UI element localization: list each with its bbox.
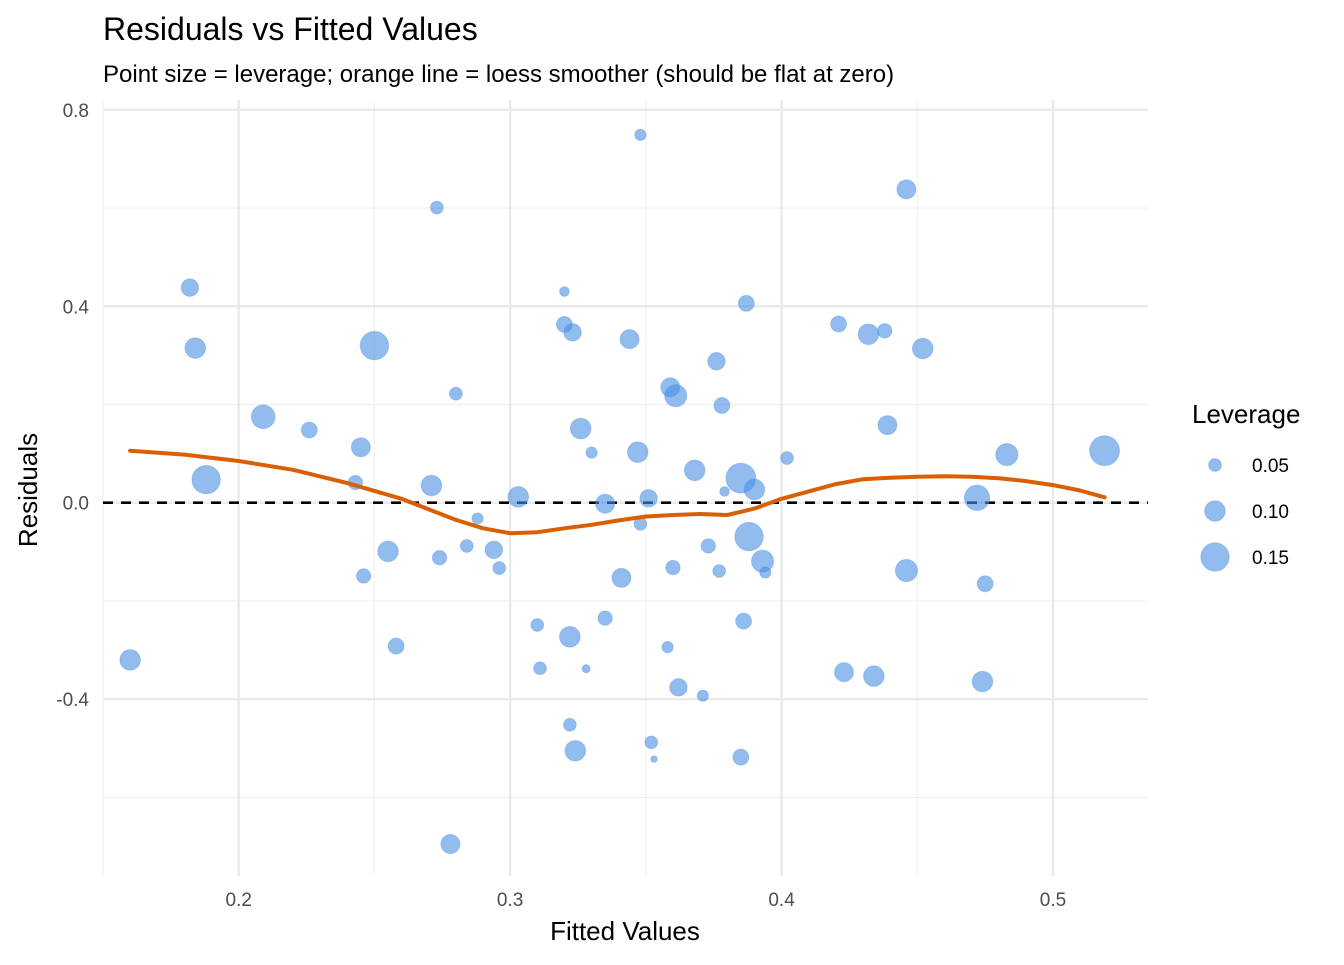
data-point [712, 564, 727, 578]
data-point [661, 641, 674, 654]
x-axis-label: Fitted Values [550, 916, 700, 946]
data-point [963, 484, 991, 511]
data-point [562, 717, 577, 732]
data-point [459, 539, 474, 553]
data-point [492, 561, 507, 575]
data-point [664, 384, 688, 408]
data-point [429, 200, 444, 215]
data-point [780, 451, 794, 465]
y-axis-label: Residuals [13, 433, 43, 547]
data-point [896, 179, 917, 200]
data-point [626, 441, 649, 463]
data-point [976, 575, 994, 593]
data-point [585, 446, 598, 459]
data-points [119, 128, 1121, 855]
data-point [877, 323, 893, 339]
axis-tick-labels: 0.2 0.3 0.4 0.5 -0.4 0.0 0.4 0.8 [56, 101, 1066, 911]
data-point [894, 558, 919, 583]
data-point [707, 352, 726, 371]
y-tick-label: 0.4 [63, 297, 90, 318]
loess-smoother-group [128, 448, 1107, 536]
data-point [911, 337, 934, 360]
loess-smoother-line [128, 448, 1107, 536]
data-point [696, 689, 709, 702]
data-point [639, 489, 658, 508]
data-point [559, 626, 581, 648]
y-tick-label: 0.8 [63, 101, 89, 122]
data-point [530, 618, 545, 632]
data-point [595, 493, 616, 514]
data-point [359, 330, 390, 361]
y-tick-label: 0.0 [63, 494, 89, 515]
data-point [350, 437, 371, 458]
data-point [250, 404, 276, 430]
data-point [732, 748, 750, 766]
legend-label: 0.15 [1252, 548, 1289, 569]
data-point [180, 278, 200, 297]
data-point [737, 294, 755, 312]
y-tick-label: -0.4 [56, 690, 89, 711]
x-tick-label: 0.5 [1040, 890, 1066, 911]
data-point [191, 464, 221, 495]
data-point [533, 661, 547, 676]
data-point [448, 386, 463, 401]
data-point [569, 417, 592, 440]
data-point [300, 421, 318, 439]
data-point [420, 474, 443, 497]
data-point [995, 443, 1019, 467]
legend-key [1200, 542, 1230, 572]
data-point [377, 540, 399, 563]
data-point [877, 415, 898, 436]
data-point [863, 665, 885, 687]
data-point [650, 755, 658, 763]
data-point [611, 567, 632, 588]
data-point [563, 323, 582, 342]
data-point [971, 670, 994, 693]
legend-label: 0.05 [1252, 456, 1289, 477]
legend-key [1208, 458, 1222, 472]
data-point [431, 550, 448, 566]
data-point [484, 540, 504, 560]
x-tick-label: 0.4 [768, 890, 795, 911]
data-point [683, 459, 706, 482]
data-point [759, 566, 772, 579]
data-point [184, 337, 207, 359]
data-point [735, 612, 753, 630]
data-point [1089, 435, 1121, 467]
data-point [619, 329, 640, 350]
data-point [830, 315, 848, 333]
data-point [559, 286, 570, 297]
data-point [440, 834, 461, 855]
data-point [564, 739, 587, 762]
legend-title: Leverage [1192, 399, 1300, 429]
data-point [700, 538, 716, 554]
data-point [581, 664, 591, 674]
data-point [387, 637, 405, 655]
data-point [833, 662, 855, 683]
data-point [471, 512, 484, 525]
data-point [597, 610, 613, 626]
legend-key [1204, 500, 1226, 522]
data-point [857, 323, 880, 346]
data-point [507, 486, 530, 508]
data-point [669, 678, 688, 697]
chart-title: Residuals vs Fitted Values [103, 11, 478, 47]
chart-subtitle: Point size = leverage; orange line = loe… [103, 61, 894, 88]
data-point [665, 559, 681, 576]
legend: Leverage 0.05 0.10 0.15 [1192, 399, 1300, 572]
data-point [743, 478, 766, 501]
x-tick-label: 0.3 [497, 890, 523, 911]
data-point [119, 649, 141, 671]
data-point [355, 568, 372, 584]
data-point [644, 735, 659, 750]
data-point [734, 521, 764, 552]
legend-label: 0.10 [1252, 502, 1289, 523]
data-point [713, 397, 731, 414]
data-point [719, 486, 730, 497]
x-tick-label: 0.2 [226, 890, 252, 911]
data-point [634, 128, 647, 141]
